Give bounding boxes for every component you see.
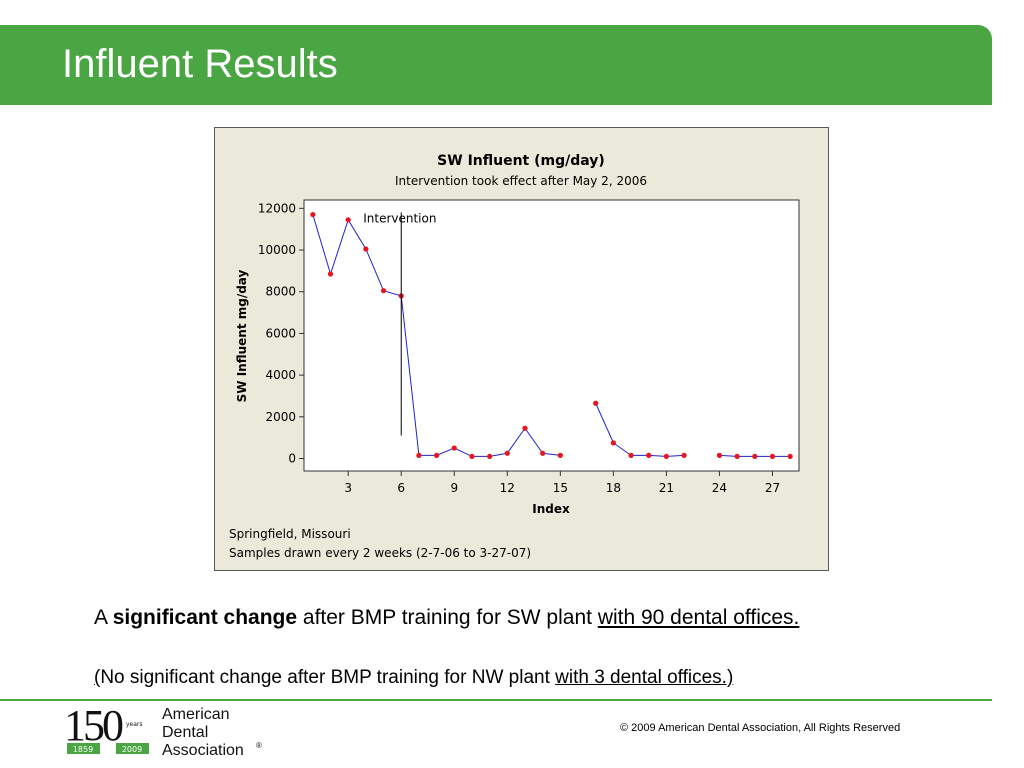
data-point: [345, 217, 351, 223]
chart-title: SW Influent (mg/day): [437, 153, 605, 169]
plot-area: [303, 199, 800, 472]
x-tick-label: 12: [500, 481, 515, 495]
caption-sw-offices: with 90 dental offices.: [597, 606, 800, 629]
data-point: [522, 425, 528, 431]
y-tick-label: 10000: [258, 243, 296, 257]
data-point: [416, 452, 422, 458]
intervention-label: Intervention: [363, 211, 436, 225]
series-line-segment: [595, 403, 685, 457]
logo-name-line3: Association: [162, 742, 244, 759]
x-tick-label: 21: [659, 481, 674, 495]
x-tick-label: 15: [553, 481, 568, 495]
data-point: [363, 246, 369, 252]
y-tick-label: 8000: [265, 285, 296, 299]
influent-line-chart: SW Influent (mg/day) Intervention took e…: [229, 153, 800, 560]
data-point: [610, 440, 616, 446]
y-tick-label: 6000: [265, 326, 296, 340]
caption-nw-body: No significant change after BMP training…: [100, 667, 556, 688]
caption-sw-emphasis: significant change: [112, 606, 298, 629]
logo-name-line2: Dental: [162, 724, 208, 741]
caption-sw-body: after BMP training for SW plant: [297, 606, 598, 629]
caption-nw-paren: (: [94, 667, 101, 688]
logo-year-start: 1859: [73, 745, 93, 754]
data-point: [380, 288, 387, 294]
logo-number: 150: [64, 702, 123, 750]
data-point: [646, 452, 652, 458]
axes-layer: 0 2000 4000 6000 8000 10000 12000 3 6 9 12 15 18 21 24…: [258, 201, 780, 495]
data-point: [681, 452, 687, 458]
logo-registered-mark: ®: [256, 741, 262, 750]
caption-nw: (No significant change after BMP trainin…: [94, 666, 914, 690]
x-axis-label: Index: [532, 502, 570, 516]
x-tick-label: 18: [606, 481, 621, 495]
logo-year-end: 2009: [122, 745, 142, 754]
data-point: [433, 452, 440, 458]
y-tick-label: 0: [288, 451, 296, 465]
x-tick-label: 6: [397, 481, 405, 495]
data-point: [787, 453, 793, 460]
data-point: [327, 271, 334, 277]
chart-subtitle: Intervention took effect after May 2, 20…: [395, 174, 647, 188]
y-tick-label: 2000: [265, 410, 296, 424]
data-point: [716, 452, 723, 458]
data-point: [593, 400, 599, 406]
chart-footnote-location: Springfield, Missouri: [229, 527, 351, 541]
logo-years: years: [126, 721, 143, 728]
y-tick-label: 12000: [258, 201, 296, 215]
data-point: [769, 453, 776, 460]
data-point: [504, 450, 510, 456]
data-point: [734, 453, 740, 460]
title-bar: [0, 25, 992, 105]
x-tick-label: 9: [450, 481, 458, 495]
data-point: [487, 453, 493, 460]
chart-frame: SW Influent (mg/day) Intervention took e…: [214, 127, 829, 571]
data-point: [628, 452, 634, 458]
slide-title: Influent Results: [62, 42, 338, 86]
annotation-layer: Intervention: [363, 211, 436, 436]
caption-nw-offices: with 3 dental offices.): [555, 667, 734, 688]
logo-name-line1: American: [162, 706, 230, 723]
x-tick-label: 24: [712, 481, 727, 495]
y-tick-label: 4000: [265, 368, 296, 382]
data-point: [469, 453, 475, 460]
ada-150-logo: 150 years 1859 2009 American Dental Asso…: [64, 702, 262, 759]
y-axis-label: SW Influent mg/day: [235, 269, 249, 402]
x-tick-label: 3: [344, 481, 352, 495]
logo-year-bar-right: [116, 743, 149, 754]
chart-footnote-sampling: Samples drawn every 2 weeks (2-7-06 to 3…: [229, 546, 531, 560]
caption-sw-lead: A: [94, 606, 113, 629]
copyright-notice: © 2009 American Dental Association, All …: [620, 722, 901, 734]
footer-divider: [0, 699, 992, 701]
data-point: [752, 453, 758, 460]
data-point: [557, 452, 563, 458]
logo-year-bar-left: [67, 743, 100, 754]
data-point: [540, 450, 546, 456]
caption-sw: A significant change after BMP training …: [94, 603, 894, 633]
data-point: [451, 445, 457, 451]
x-tick-label: 27: [765, 481, 780, 495]
data-point: [310, 211, 316, 218]
series-layer: [310, 211, 793, 460]
data-point: [663, 453, 670, 460]
